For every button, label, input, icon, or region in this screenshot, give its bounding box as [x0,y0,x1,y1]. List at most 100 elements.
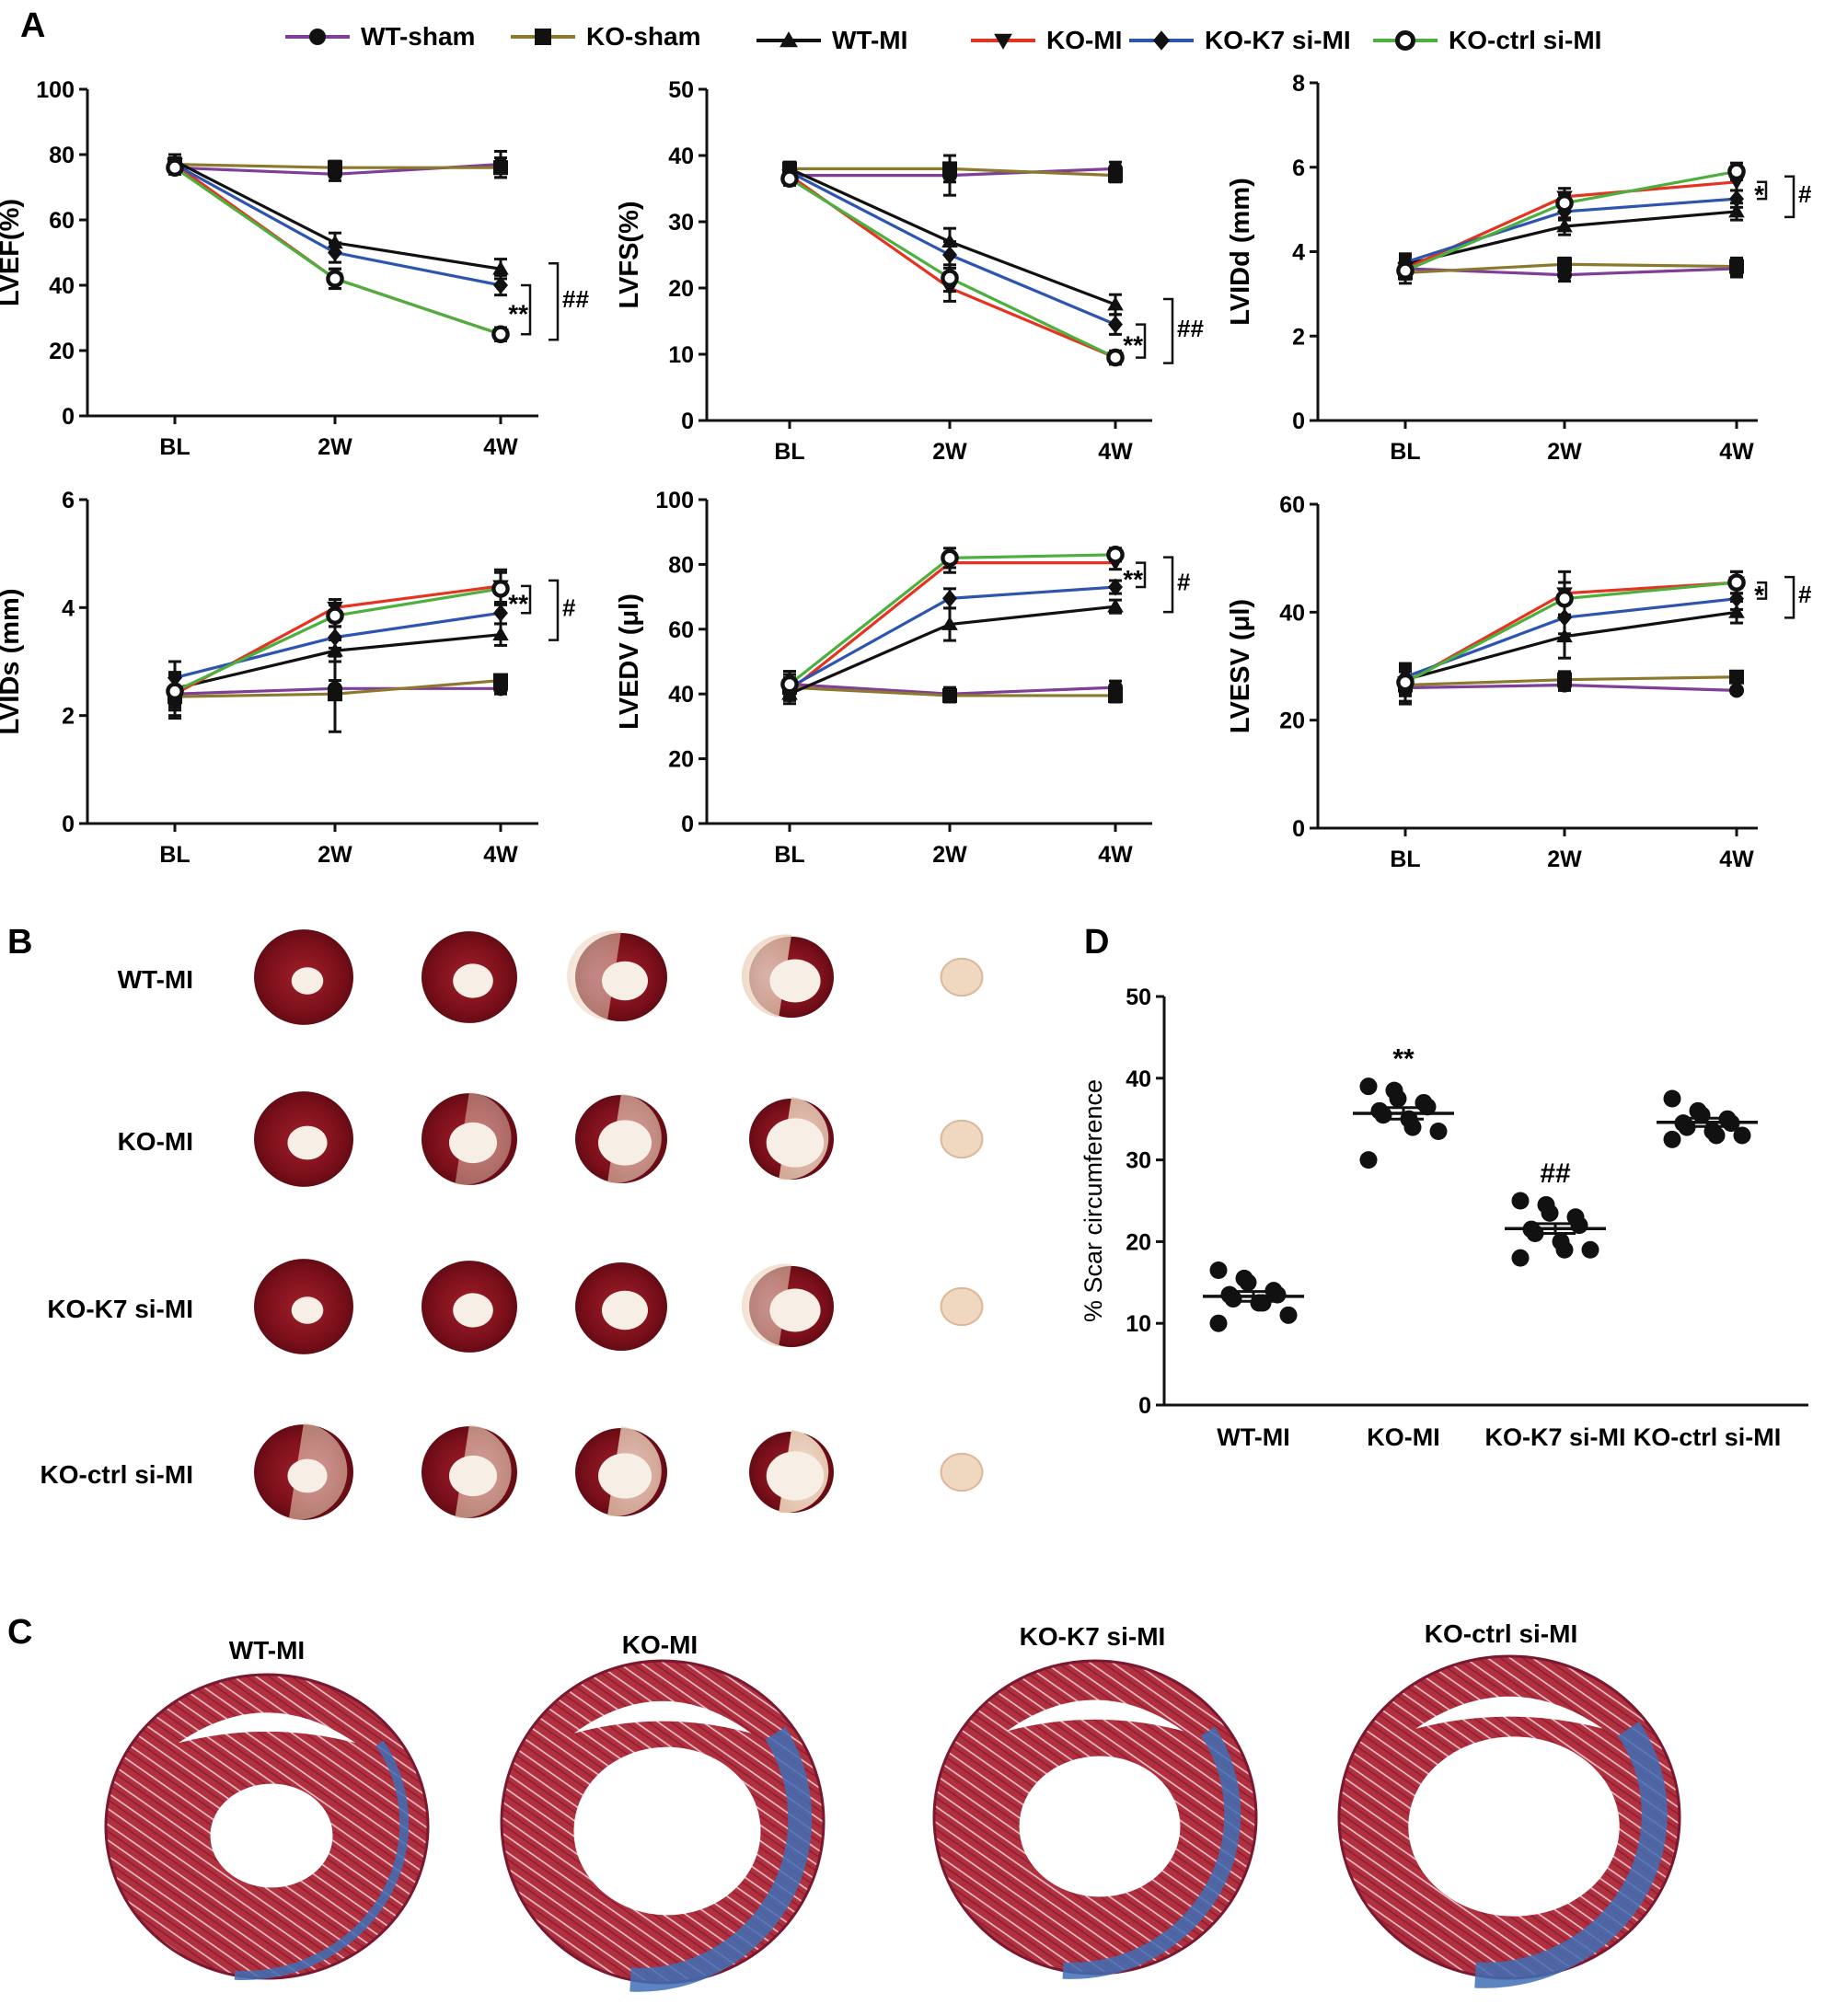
ttc-slice-lumen-ko-mi-4 [766,1118,825,1168]
scar-point-ko-mi-4 [1418,1098,1437,1116]
lvedv-point-ko-sham-1 [942,687,957,703]
legend-label-wt-mi: WT-MI [832,26,907,54]
livds-point-ko-sham-1 [328,686,342,702]
lvedv-series-ko-ctrl-si-mi [780,546,1125,696]
ttc-slice-lumen-wt-mi-3 [602,961,648,1001]
lvedv-point-ko-k7-si-mi-1 [942,589,957,607]
ttc-slice-wt-mi-5 [940,957,984,997]
scar-point-ko-ctrl-si-mi-10 [1663,1130,1681,1148]
scar-point-ko-mi-0 [1359,1077,1378,1096]
panel-b-label-ko-mi: KO-MI [118,1127,193,1156]
livds-ytick-label-1: 2 [62,704,75,730]
ttc-slice-ko-mi-4 [749,1097,834,1181]
scar-point-ko-k7-si-mi-4 [1570,1216,1588,1235]
ttc-slice-wt-mi-2 [421,931,517,1023]
scar-point-ko-mi-10 [1359,1151,1378,1169]
lvef-ytick-label-5: 100 [36,77,75,103]
scar-xtick-label-ko-k7-si-mi: KO-K7 si-MI [1484,1423,1625,1451]
livds-bracket-inner [521,584,532,615]
lvesv-series-ko-ctrl-si-mi [1396,570,1746,695]
lvedv-bracket-outer [1163,556,1174,614]
lvfs-ytick-label-2: 20 [668,276,694,302]
lvef-ytick-label-0: 0 [62,404,75,430]
lvedv-ytick-label-2: 40 [668,682,694,708]
scar-point-ko-mi-8 [1403,1118,1422,1136]
lvef-point-ko-sham-2 [493,160,508,176]
lvfs-line-ko-mi [789,174,1116,360]
trichrome-lv-cavity-ko-mi [573,1746,761,1916]
livds-point-ko-sham-2 [493,673,508,688]
lvef-point-ko-sham-1 [328,160,342,176]
trichrome-fibrosis-ko-mi [629,1726,813,1992]
lvesv-series-wt-mi [1397,600,1745,697]
ttc-slice-ko-ctrl-si-mi-2 [421,1424,517,1518]
lvidd-point-ko-k7-si-mi-2 [1729,190,1744,208]
scar-xtick-label-ko-mi: KO-MI [1367,1423,1439,1451]
ttc-slice-apex-ko-mi [940,1119,984,1159]
ttc-slice-wt-mi-3 [567,930,667,1021]
lvesv-bracket-inner [1757,581,1768,600]
lvidd-point-ko-ctrl-si-mi-1 [1555,193,1574,213]
scar-point-ko-k7-si-mi-8 [1555,1240,1574,1259]
panel-letter-b: B [7,923,32,962]
ttc-slice-lumen-ko-mi-3 [598,1120,652,1166]
lvef-xtick-label-1: 2W [318,434,352,460]
livds-ytick-label-3: 6 [62,488,75,513]
scar-point-wt-mi-8 [1253,1294,1272,1312]
lvesv-point-ko-sham-1 [1557,672,1572,687]
lvidd-sig-outer: # [1798,180,1812,208]
lvesv-point-ko-k7-si-mi-2 [1729,590,1744,608]
ttc-slice-apex-wt-mi [940,957,984,997]
lvesv-significance: * # [1754,575,1812,619]
trichrome-rv-cavity-ko-ctrl-si-mi [1415,1696,1603,1729]
trichrome-section-wt-mi [104,1673,430,1980]
lvfs-bracket-inner [1136,323,1147,359]
lvidd-point-ko-ctrl-si-mi-0 [1396,261,1415,280]
lvidd-series-ko-ctrl-si-mi [1396,161,1746,281]
ttc-slice-lumen-wt-mi-2 [453,963,493,998]
lvedv-line-ko-ctrl-si-mi [789,553,1116,685]
lvesv-ytick-label-2: 40 [1279,600,1305,626]
lvef-series-ko-ctrl-si-mi [166,158,510,344]
trichrome-lv-cavity-ko-k7-si-mi [1019,1756,1181,1897]
lvef-series-ko-sham [167,156,508,179]
ttc-slice-lumen-ko-k7-si-mi-1 [291,1296,324,1324]
ttc-slice-lumen-ko-k7-si-mi-4 [769,1288,821,1332]
lvesv-line-wt-mi [1404,610,1738,682]
scar-point-ko-k7-si-mi-0 [1511,1192,1530,1210]
ttc-slice-apex-ko-k7-si-mi [940,1286,984,1327]
lvesv-point-ko-ctrl-si-mi-0 [1396,673,1415,692]
livds-point-ko-ctrl-si-mi-2 [491,580,510,598]
lvidd-point-ko-sham-2 [1729,259,1744,274]
lvfs-point-ko-ctrl-si-mi-0 [780,169,799,188]
lvidd-point-ko-ctrl-si-mi-2 [1727,162,1746,181]
trichrome-lv-cavity-wt-mi [210,1783,333,1888]
lvedv-point-ko-k7-si-mi-2 [1108,578,1123,596]
scar-group-ko-ctrl-si-mi [1657,1089,1758,1148]
trichrome-rv-cavity-ko-mi [573,1700,752,1734]
livds-point-ko-k7-si-mi-2 [493,604,508,622]
lvef-point-ko-k7-si-mi-2 [493,276,508,294]
lvef-bracket-outer [548,262,560,341]
scar-group-wt-mi [1203,1261,1304,1332]
ttc-slice-ko-mi-2 [421,1091,517,1185]
lvef-xtick-label-2: 4W [483,434,518,460]
lvef-point-ko-ctrl-si-mi-2 [491,325,510,344]
lvedv-ytick-label-4: 80 [668,552,694,578]
lvedv-xtick-label-2: 4W [1098,842,1133,868]
ttc-slice-lumen-wt-mi-1 [291,967,324,995]
legend-marker-ko-ctrl-si-mi [1394,29,1416,52]
ttc-slice-ko-ctrl-si-mi-4 [749,1430,834,1514]
lvef-point-wt-mi-2 [492,260,509,275]
ttc-slice-ko-ctrl-si-mi-3 [575,1426,667,1517]
ttc-slice-lumen-ko-k7-si-mi-3 [602,1290,648,1331]
lvesv-sig-outer: # [1798,581,1812,608]
lvfs-significance: ** ## [1123,297,1204,364]
ttc-slice-ko-k7-si-mi-3 [575,1262,667,1351]
ttc-slice-lumen-ko-ctrl-si-mi-3 [598,1453,652,1499]
lvfs-sig-inner: ** [1123,331,1143,360]
panel-b-label-ko-ctrl-si-mi: KO-ctrl si-MI [40,1460,193,1489]
ttc-slice-lumen-ko-ctrl-si-mi-4 [766,1451,825,1501]
